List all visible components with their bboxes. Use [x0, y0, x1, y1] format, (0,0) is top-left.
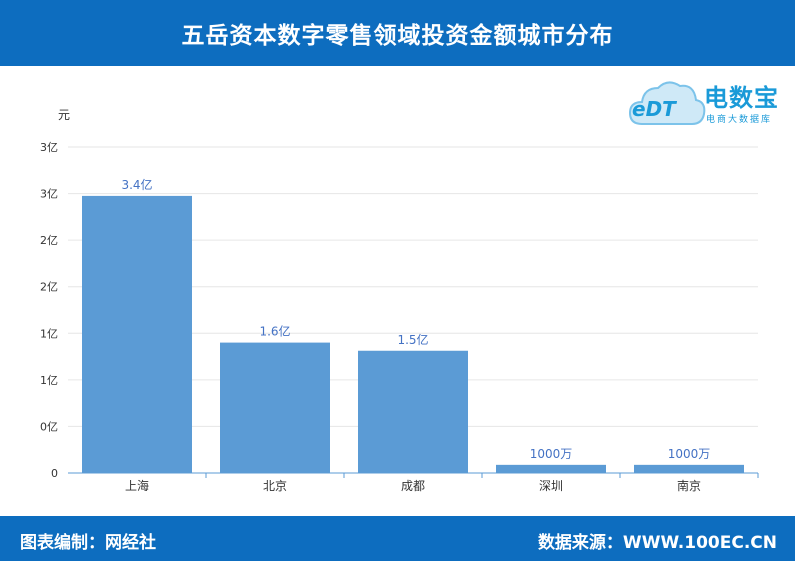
data-label: 3.4亿	[121, 177, 152, 192]
footer-source: 数据来源：WWW.100EC.CN	[537, 533, 777, 553]
footer-bar: 图表编制：网经社 数据来源：WWW.100EC.CN	[0, 516, 795, 561]
bar	[220, 342, 330, 473]
x-tick-label: 深圳	[539, 479, 563, 493]
data-label: 1000万	[530, 447, 573, 461]
bar	[496, 464, 606, 473]
data-label: 1.6亿	[259, 324, 290, 339]
y-tick-label: 2亿	[40, 281, 58, 294]
chart-title: 五岳资本数字零售领域投资金额城市分布	[181, 23, 614, 49]
data-label: 1.5亿	[397, 332, 428, 347]
bar	[634, 464, 744, 473]
logo-mark: eDT	[632, 97, 676, 121]
logo: eDT 电数宝 电商大数据库	[628, 72, 790, 134]
y-tick-label: 3亿	[40, 188, 58, 201]
y-tick-label: 1亿	[40, 374, 58, 387]
bar	[358, 350, 468, 473]
y-axis-unit: 元	[58, 108, 71, 122]
header-bar: 五岳资本数字零售领域投资金额城市分布	[0, 0, 795, 66]
x-tick-label: 上海	[125, 478, 149, 493]
y-tick-label: 2亿	[40, 234, 58, 247]
y-tick-label: 0	[51, 467, 58, 480]
y-tick-label: 0亿	[40, 420, 58, 433]
y-tick-label: 3亿	[40, 141, 58, 154]
footer-credit: 图表编制：网经社	[20, 533, 156, 553]
x-tick-label: 南京	[677, 478, 701, 493]
x-tick-label: 北京	[263, 479, 287, 493]
y-tick-label: 1亿	[40, 327, 58, 340]
bar	[82, 195, 192, 473]
logo-brand: 电数宝	[704, 84, 779, 112]
x-tick-label: 成都	[401, 479, 425, 493]
data-label: 1000万	[668, 447, 711, 461]
logo-subtitle: 电商大数据库	[706, 115, 773, 125]
cloud-icon	[628, 81, 706, 125]
